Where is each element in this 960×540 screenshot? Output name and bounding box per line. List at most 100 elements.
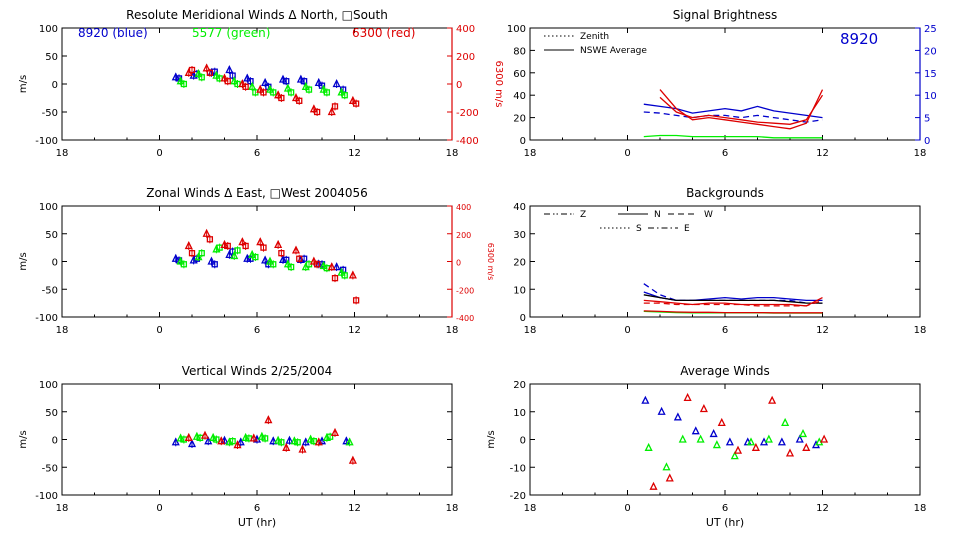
series-line-3 [643, 294, 823, 304]
data-point-triangle [699, 404, 708, 413]
data-point-triangle [798, 428, 808, 438]
right-tick-label: -400 [456, 136, 479, 147]
data-point-triangle [709, 428, 718, 438]
data-point-triangle [657, 406, 666, 415]
data-point-triangle [662, 462, 671, 471]
x-tick-label: 18 [446, 325, 459, 336]
y-tick-label: 60 [513, 69, 526, 80]
y-tick-label: -100 [35, 491, 58, 502]
data-point-triangle [717, 417, 726, 426]
data-point-triangle [665, 473, 674, 482]
data-point-triangle [733, 445, 743, 454]
y-axis-label: m/s [18, 252, 29, 270]
legend-label: N [654, 210, 661, 220]
series-label: 5577 (green) [192, 26, 270, 40]
y-tick-label: 50 [45, 52, 58, 63]
data-point-triangle [649, 481, 658, 490]
data-point-triangle [730, 451, 739, 460]
y-tick-label: 10 [513, 285, 526, 296]
plot-frame [529, 383, 921, 496]
x-tick-label: 6 [254, 325, 260, 336]
right-tick-label: 25 [924, 24, 937, 35]
y-tick-label: -50 [42, 463, 58, 474]
x-tick-label: 12 [816, 503, 829, 514]
y-axis-label: m/s [18, 75, 29, 93]
data-point-triangle [673, 412, 682, 421]
x-tick-label: 6 [254, 503, 260, 514]
y-tick-label: 0 [520, 136, 526, 147]
data-point-triangle [785, 448, 795, 457]
data-point-triangle [678, 434, 687, 443]
data-point-triangle [712, 440, 721, 449]
x-tick-label: 0 [156, 148, 162, 159]
x-tick-label: 18 [914, 148, 927, 159]
data-point-triangle [820, 434, 829, 443]
series-label: 8920 (blue) [78, 26, 148, 40]
x-tick-label: 6 [722, 325, 728, 336]
data-point-triangle [768, 395, 777, 404]
right-axis-label: 6300 m/s [486, 243, 495, 281]
x-tick-label: 12 [816, 148, 829, 159]
panel-6: Average Winds 18 0 6 12 18 20 10 0 -10 -20 m/s UT (h… [486, 364, 926, 529]
right-tick-label: 400 [456, 24, 475, 35]
right-tick-label: 10 [924, 91, 937, 102]
y-tick-label: 100 [507, 24, 526, 35]
plot-frame [61, 27, 453, 141]
x-tick-label: 0 [156, 503, 162, 514]
y-axis-label: m/s [486, 430, 497, 448]
chart-title: Vertical Winds 2/25/2004 [182, 364, 333, 378]
series-line-3 [659, 89, 824, 130]
series-label: 6300 (red) [352, 26, 415, 40]
data-point-triangle [746, 437, 756, 446]
x-tick-label: 0 [624, 148, 630, 159]
right-axis-label: 6300 m/s [493, 61, 504, 108]
chart-title: Zonal Winds Δ East, □West 2004056 [146, 186, 368, 200]
right-tick-label: 200 [456, 52, 475, 63]
legend-label: Zenith [580, 32, 609, 42]
x-tick-label: 0 [156, 325, 162, 336]
x-tick-label: 0 [624, 503, 630, 514]
data-point-triangle [781, 417, 790, 426]
series-line-5 [643, 134, 823, 139]
y-tick-label: 0 [52, 436, 58, 447]
y-tick-label: -50 [42, 108, 58, 119]
right-tick-label: 20 [924, 46, 937, 57]
data-point-triangle [795, 434, 804, 443]
y-tick-label: 40 [513, 91, 526, 102]
panel-annotation: 8920 [840, 30, 878, 48]
data-point-triangle [644, 442, 653, 451]
y-tick-label: 0 [520, 436, 526, 447]
data-point-triangle [777, 437, 786, 446]
series-line-2 [643, 111, 823, 123]
x-tick-label: 18 [446, 503, 459, 514]
x-tick-label: 18 [524, 148, 537, 159]
right-tick-label: 0 [456, 80, 462, 91]
y-tick-label: 50 [45, 408, 58, 419]
y-tick-label: 100 [39, 202, 58, 213]
right-tick-label: -200 [456, 108, 479, 119]
right-tick-label: 0 [456, 259, 461, 268]
chart-title: Average Winds [680, 364, 770, 378]
legend-label: E [684, 224, 690, 234]
panel-1: Resolute Meridional Winds Δ North, □Sout… [18, 8, 504, 159]
legend-label: S [636, 224, 642, 234]
data-point-triangle [764, 434, 773, 443]
x-axis-label: UT (hr) [238, 516, 276, 529]
legend-label: W [704, 210, 713, 220]
right-tick-label: 15 [924, 69, 937, 80]
data-point-triangle [683, 392, 692, 402]
data-point-triangle [641, 395, 650, 404]
y-axis-label: m/s [18, 430, 29, 448]
right-tick-label: -200 [456, 286, 474, 295]
y-tick-label: -10 [510, 463, 526, 474]
x-tick-label: 18 [56, 148, 69, 159]
x-tick-label: 18 [914, 503, 927, 514]
y-tick-label: 40 [513, 202, 526, 213]
x-tick-label: 6 [254, 148, 260, 159]
series-line-1 [643, 103, 823, 119]
y-tick-label: -100 [35, 313, 58, 324]
legend-label: NSWE Average [580, 46, 647, 56]
